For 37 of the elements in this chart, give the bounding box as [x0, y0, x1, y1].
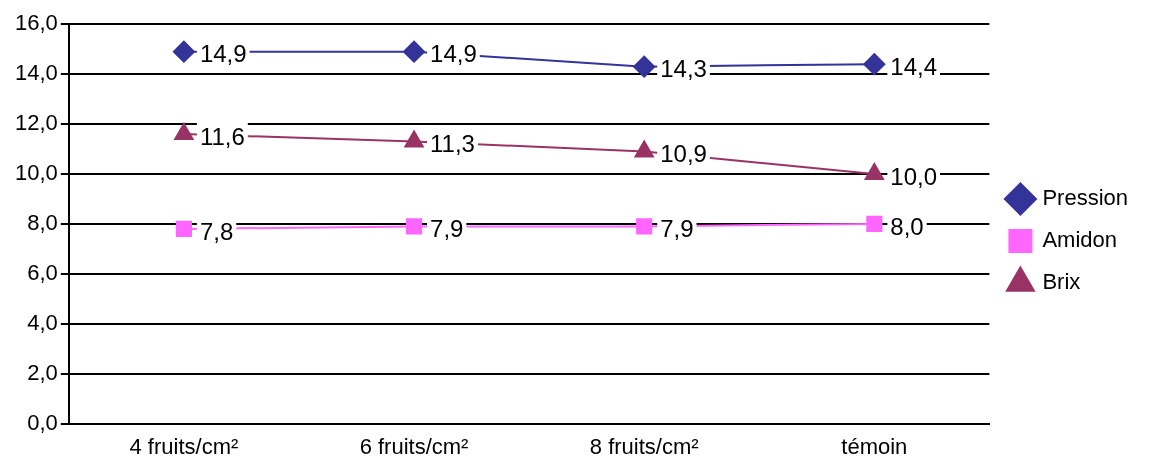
- data-label: 14,4: [890, 52, 938, 80]
- point: [403, 40, 426, 63]
- y-tick-label: 14,0: [14, 60, 58, 86]
- x-tick-label: 6 fruits/cm²: [359, 433, 469, 459]
- y-tick-label: 4,0: [27, 309, 58, 335]
- y-tick-label: 16,0: [14, 10, 58, 36]
- legend-label: Brix: [1042, 269, 1081, 295]
- legend-label: Amidon: [1042, 227, 1117, 253]
- point: [636, 218, 653, 235]
- x-tick-label: 8 fruits/cm²: [589, 433, 699, 459]
- y-tick-label: 6,0: [27, 259, 58, 285]
- y-tick-label: 2,0: [27, 359, 58, 385]
- data-label: 11,3: [430, 130, 475, 158]
- y-tick-label: 8,0: [27, 209, 58, 235]
- data-label: 8,0: [890, 212, 924, 240]
- data-label: 7,9: [430, 215, 464, 243]
- data-label: 10,9: [660, 140, 707, 168]
- data-label: 7,8: [199, 217, 234, 245]
- point: [866, 215, 883, 232]
- data-label: 7,9: [660, 215, 694, 243]
- point: [863, 53, 886, 76]
- data-label: 14,9: [430, 40, 477, 68]
- point: [172, 40, 195, 63]
- x-tick-label: témoin: [841, 433, 908, 459]
- data-label: 10,0: [890, 162, 938, 190]
- y-tick-label: 12,0: [14, 110, 58, 136]
- data-label: 14,9: [199, 40, 247, 68]
- point: [405, 218, 423, 235]
- y-tick-label: 10,0: [14, 160, 58, 186]
- point: [175, 220, 192, 237]
- data-label: 14,3: [660, 55, 707, 83]
- data-label: 11,6: [199, 122, 245, 150]
- point: [174, 123, 194, 141]
- x-tick-label: 4 fruits/cm²: [129, 433, 239, 459]
- y-tick-label: 0,0: [27, 409, 58, 435]
- legend-label: Pression: [1042, 185, 1128, 211]
- point: [633, 55, 656, 78]
